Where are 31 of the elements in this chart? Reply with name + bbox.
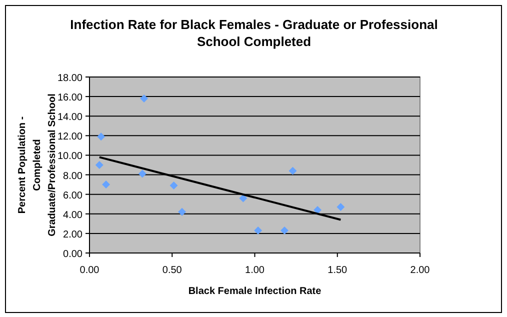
point	[254, 226, 262, 235]
y-tick-label: 0.00	[63, 249, 83, 260]
point	[178, 208, 186, 216]
point	[280, 226, 288, 235]
y-axis-title: Percent Population - Completed Graduate/Professional School	[17, 93, 58, 236]
y-tick-label: 12.00	[57, 132, 83, 143]
chart-title: Infection Rate for Black Females - Graduate or Professional School Completed	[70, 17, 438, 49]
point	[314, 206, 322, 214]
y-tick-label: 18.00	[57, 73, 83, 84]
y-tick-label: 10.00	[57, 151, 83, 162]
point	[138, 170, 146, 178]
y-tick-label: 4.00	[63, 210, 83, 221]
point	[97, 132, 106, 141]
point	[239, 194, 248, 202]
x-tick-label: 1.50	[328, 265, 348, 276]
point	[95, 161, 104, 169]
y-tick-label: 16.00	[57, 92, 83, 104]
point	[170, 182, 178, 190]
y-tick-label: 14.00	[57, 112, 83, 124]
y-tick-label: 6.00	[63, 190, 83, 202]
point	[336, 203, 345, 212]
x-tick-label: 2.00	[410, 265, 430, 276]
y-tick-label: 8.00	[63, 170, 83, 182]
x-tick-label: 0.00	[80, 265, 100, 276]
point	[140, 94, 148, 103]
x-tick-label: 0.50	[162, 265, 182, 276]
point	[288, 166, 297, 175]
point	[102, 180, 110, 189]
x-tick-label: 1.00	[245, 265, 265, 276]
x-axis-title: Black Female Infection Rate	[188, 286, 322, 297]
y-tick-label: 2.00	[63, 229, 83, 240]
